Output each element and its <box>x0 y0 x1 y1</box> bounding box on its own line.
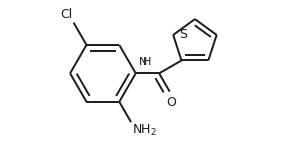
Text: Cl: Cl <box>60 8 73 21</box>
Text: S: S <box>180 28 188 41</box>
Text: H: H <box>143 57 152 67</box>
Text: O: O <box>166 96 176 109</box>
Text: NH$_2$: NH$_2$ <box>132 123 157 138</box>
Text: N: N <box>139 57 147 67</box>
